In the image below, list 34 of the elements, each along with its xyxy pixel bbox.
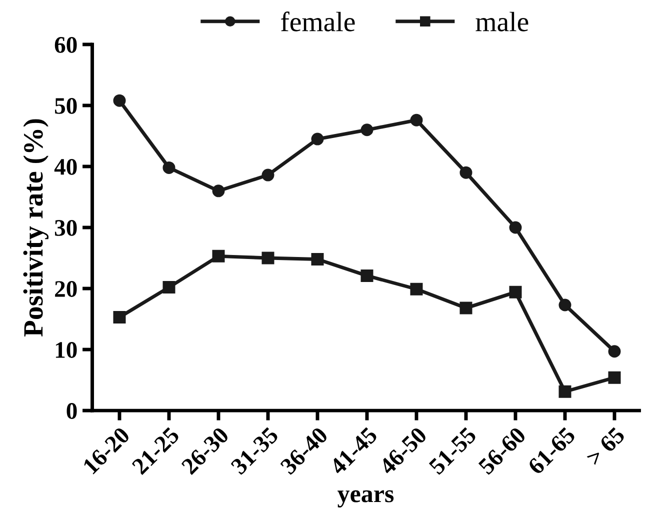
point bbox=[608, 345, 621, 358]
point bbox=[460, 166, 472, 179]
point bbox=[360, 269, 374, 282]
point bbox=[311, 252, 324, 266]
legend-label: male bbox=[476, 12, 528, 32]
point bbox=[608, 371, 621, 384]
y-axis-title: Positivity rate (%) bbox=[23, 119, 49, 337]
point bbox=[113, 310, 126, 324]
x-axis-title: years bbox=[338, 490, 394, 508]
y-tick-label: 30 bbox=[54, 220, 77, 236]
legend-label: female bbox=[280, 12, 355, 32]
y-tick-label: 40 bbox=[54, 158, 77, 175]
x-tick-label: > 65 bbox=[585, 426, 626, 466]
point bbox=[509, 221, 522, 234]
point bbox=[509, 286, 522, 298]
point bbox=[262, 252, 274, 264]
y-tick-label: 10 bbox=[56, 342, 77, 358]
y-tick-label: 60 bbox=[54, 36, 77, 53]
y-tick-label: 0 bbox=[66, 403, 77, 419]
point bbox=[460, 302, 472, 314]
point bbox=[262, 168, 274, 182]
point bbox=[311, 132, 324, 146]
point bbox=[558, 385, 572, 398]
y-tick-label: 20 bbox=[55, 281, 77, 297]
point bbox=[558, 298, 572, 312]
point bbox=[162, 161, 176, 174]
point bbox=[360, 124, 374, 136]
point bbox=[410, 282, 423, 296]
y-tick-label: 50 bbox=[55, 98, 77, 114]
point bbox=[212, 250, 225, 262]
point bbox=[410, 114, 423, 126]
point bbox=[113, 94, 126, 107]
point bbox=[162, 281, 176, 294]
point bbox=[212, 184, 225, 198]
